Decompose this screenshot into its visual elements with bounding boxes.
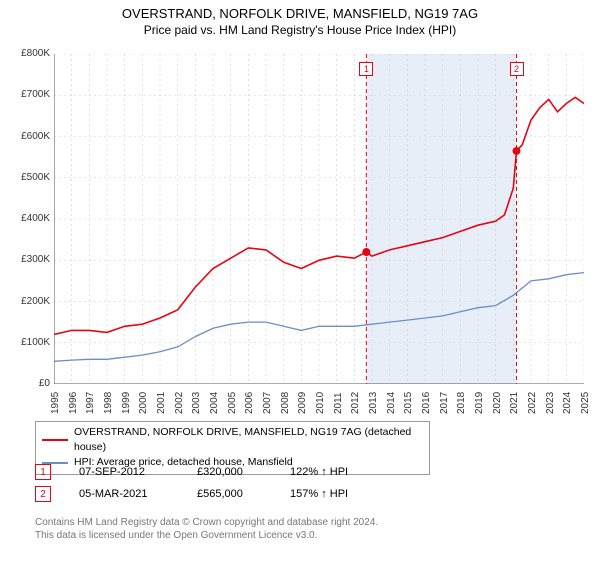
attribution-line-2: This data is licensed under the Open Gov… bbox=[35, 529, 378, 542]
x-axis-tick-label: 2023 bbox=[545, 392, 556, 414]
x-axis-tick-label: 2007 bbox=[262, 392, 273, 414]
x-axis-tick-label: 2017 bbox=[439, 392, 450, 414]
chart-title: OVERSTRAND, NORFOLK DRIVE, MANSFIELD, NG… bbox=[0, 6, 600, 21]
x-axis-tick-label: 2005 bbox=[227, 392, 238, 414]
y-axis-tick-label: £0 bbox=[2, 378, 50, 389]
data-point-price: £320,000 bbox=[197, 466, 262, 478]
x-axis-tick-label: 2025 bbox=[580, 392, 591, 414]
data-point-date: 07-SEP-2012 bbox=[79, 466, 169, 478]
data-point-marker: 1 bbox=[35, 464, 51, 480]
y-axis-tick-label: £100K bbox=[2, 337, 50, 348]
data-point-row: 2 05-MAR-2021 £565,000 157% ↑ HPI bbox=[35, 486, 380, 502]
x-axis-tick-label: 1995 bbox=[50, 392, 61, 414]
data-point-marker: 2 bbox=[35, 486, 51, 502]
attribution-text: Contains HM Land Registry data © Crown c… bbox=[35, 516, 378, 542]
x-axis-tick-label: 2022 bbox=[527, 392, 538, 414]
x-axis-tick-label: 2013 bbox=[368, 392, 379, 414]
data-point-table: 1 07-SEP-2012 £320,000 122% ↑ HPI 2 05-MAR-20… bbox=[35, 464, 380, 508]
y-axis-tick-label: £600K bbox=[2, 131, 50, 142]
y-axis-tick-label: £500K bbox=[2, 172, 50, 183]
x-axis-tick-label: 2012 bbox=[350, 392, 361, 414]
x-axis-tick-label: 2004 bbox=[209, 392, 220, 414]
chart-marker-1: 1 bbox=[359, 62, 373, 76]
x-axis-tick-label: 2019 bbox=[474, 392, 485, 414]
attribution-line-1: Contains HM Land Registry data © Crown c… bbox=[35, 516, 378, 529]
legend-swatch bbox=[42, 439, 68, 441]
legend-item: OVERSTRAND, NORFOLK DRIVE, MANSFIELD, NG… bbox=[42, 425, 423, 455]
chart-plot-area bbox=[54, 54, 584, 384]
data-point-row: 1 07-SEP-2012 £320,000 122% ↑ HPI bbox=[35, 464, 380, 480]
x-axis-tick-label: 2024 bbox=[562, 392, 573, 414]
legend-label: OVERSTRAND, NORFOLK DRIVE, MANSFIELD, NG… bbox=[74, 425, 423, 455]
y-axis-tick-label: £700K bbox=[2, 89, 50, 100]
x-axis-tick-label: 1997 bbox=[85, 392, 96, 414]
x-axis-tick-label: 2000 bbox=[138, 392, 149, 414]
x-axis-tick-label: 2003 bbox=[191, 392, 202, 414]
x-axis-tick-label: 2001 bbox=[156, 392, 167, 414]
y-axis-tick-label: £300K bbox=[2, 254, 50, 265]
x-axis-tick-label: 2010 bbox=[315, 392, 326, 414]
y-axis-tick-label: £400K bbox=[2, 213, 50, 224]
x-axis-tick-label: 2006 bbox=[244, 392, 255, 414]
data-point-price: £565,000 bbox=[197, 488, 262, 500]
chart-marker-2: 2 bbox=[510, 62, 524, 76]
x-axis-tick-label: 1999 bbox=[121, 392, 132, 414]
y-axis-tick-label: £200K bbox=[2, 296, 50, 307]
x-axis-tick-label: 1998 bbox=[103, 392, 114, 414]
x-axis-tick-label: 2016 bbox=[421, 392, 432, 414]
x-axis-tick-label: 2014 bbox=[386, 392, 397, 414]
x-axis-tick-label: 2015 bbox=[403, 392, 414, 414]
chart-subtitle: Price paid vs. HM Land Registry's House … bbox=[0, 23, 600, 37]
data-point-pct: 157% ↑ HPI bbox=[290, 488, 380, 500]
chart-svg bbox=[54, 54, 584, 384]
y-axis-tick-label: £800K bbox=[2, 48, 50, 59]
x-axis-tick-label: 2011 bbox=[333, 392, 344, 414]
x-axis-tick-label: 2021 bbox=[509, 392, 520, 414]
x-axis-tick-label: 2020 bbox=[492, 392, 503, 414]
x-axis-tick-label: 2002 bbox=[174, 392, 185, 414]
x-axis-tick-label: 2008 bbox=[280, 392, 291, 414]
x-axis-tick-label: 2009 bbox=[297, 392, 308, 414]
data-point-pct: 122% ↑ HPI bbox=[290, 466, 380, 478]
x-axis-tick-label: 2018 bbox=[456, 392, 467, 414]
x-axis-tick-label: 1996 bbox=[68, 392, 79, 414]
data-point-date: 05-MAR-2021 bbox=[79, 488, 169, 500]
